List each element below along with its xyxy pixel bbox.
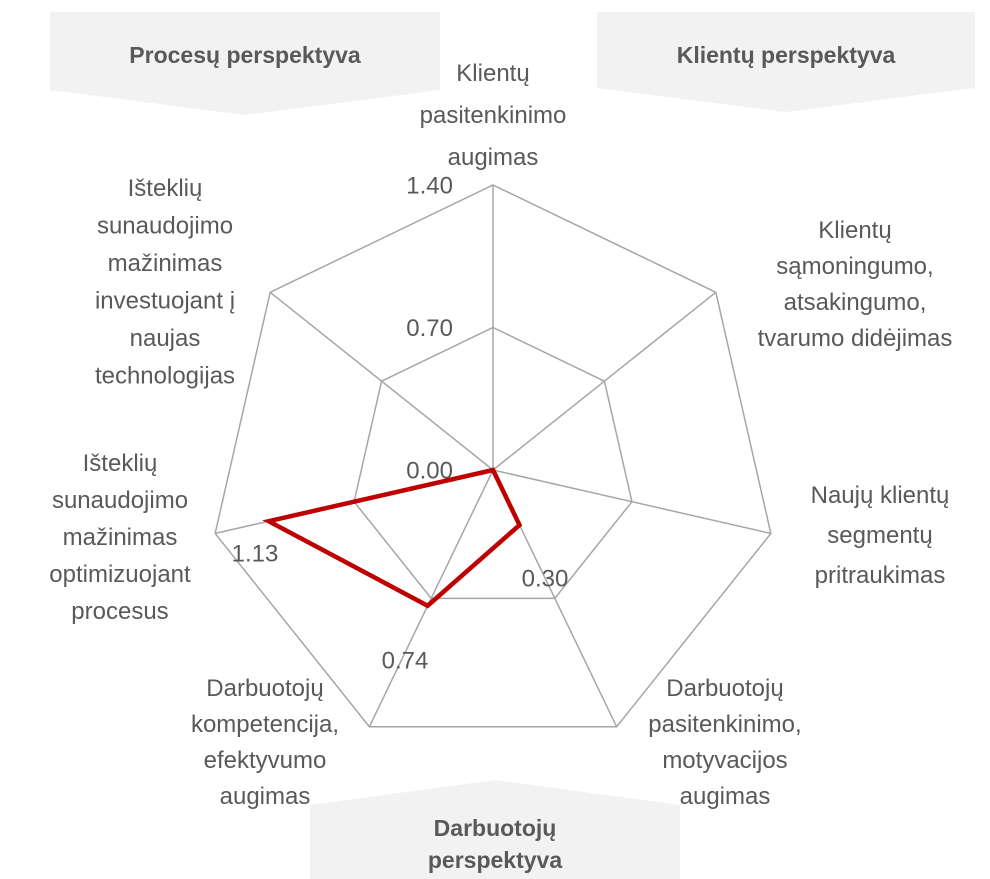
series-line xyxy=(262,467,523,609)
axis-label: Išteklių sunaudojimo mažinimas investuojant… xyxy=(95,175,235,390)
data-label: 0.74 xyxy=(382,647,429,674)
perspective-label: Klientų perspektyva xyxy=(677,42,896,68)
data-label: 1.13 xyxy=(232,540,279,567)
axis-label: Klientų pasitenkinimo augimas xyxy=(420,60,567,171)
spoke xyxy=(492,291,717,471)
perspective-box xyxy=(50,12,440,115)
perspective-label: Procesų perspektyva xyxy=(129,42,361,68)
axis-label: Darbuotojų kompetencija, efektyvumo augimas xyxy=(191,675,339,810)
perspective-label: Darbuotojų perspektyva xyxy=(428,815,562,873)
axis-label: Darbuotojų pasitenkinimo, motyvacijos augim… xyxy=(648,675,801,810)
perspective-box xyxy=(597,12,975,112)
spoke xyxy=(492,469,772,535)
axis-label: Klientų sąmoningumo, atsakingumo, tvarumo d… xyxy=(758,217,953,352)
data-label: 0.30 xyxy=(522,565,569,592)
grid-ring xyxy=(353,326,633,600)
grid-ring xyxy=(214,184,772,728)
axis-label: Išteklių sunaudojimo mažinimas optimizuojan… xyxy=(49,450,191,625)
axis-label: Naujų klientų segmentų pritraukimas xyxy=(811,482,950,589)
spoke xyxy=(368,469,494,728)
spoke xyxy=(269,291,494,471)
tick-label: 0.70 xyxy=(406,315,453,342)
tick-label: 1.40 xyxy=(406,172,453,199)
perspective-box xyxy=(310,780,680,879)
